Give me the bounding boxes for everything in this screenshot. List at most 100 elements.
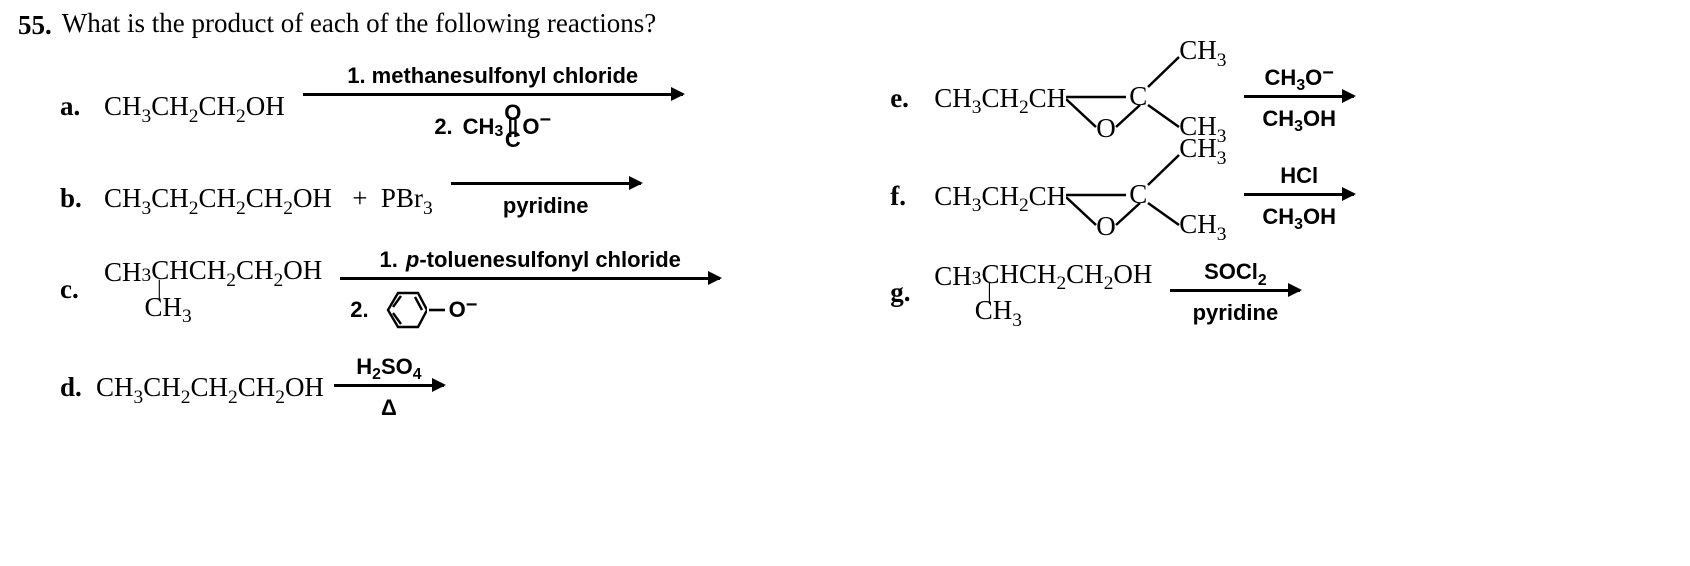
txt: 2.: [434, 114, 452, 140]
b-reactant: CH3CH2CH2CH2OH + PBr3: [104, 183, 433, 214]
question-text: What is the product of each of the follo…: [62, 8, 657, 39]
a-reagent2: 2. CH3 O || C O−: [434, 104, 551, 150]
sub: 2: [228, 387, 238, 408]
sub: 2: [236, 106, 246, 127]
txt: CHCH: [151, 255, 226, 285]
part-c: c. CH3 CHCH2CH2OH | CH3 1. p-toluenesulf…: [60, 247, 720, 332]
txt: CH: [934, 181, 972, 211]
part-e: e. CH3CH2CH: [890, 63, 1354, 133]
txt: OH: [1303, 106, 1336, 131]
arrow-icon: [451, 182, 641, 185]
part-d: d. CH3CH2CH2CH2OH H2SO4 Δ: [60, 354, 720, 421]
sub: 2: [189, 198, 199, 219]
heat-delta-icon: Δ: [381, 395, 397, 421]
minus-icon: −: [1322, 62, 1334, 84]
txt: CH: [144, 292, 182, 322]
sub: 3: [1217, 224, 1227, 245]
txt: CHCH: [981, 259, 1056, 289]
sub: 3: [1217, 50, 1227, 71]
part-label-g: g.: [890, 277, 916, 308]
txt: CH: [981, 181, 1019, 211]
txt: CH: [1179, 133, 1217, 163]
e-reagents: CH3O− CH3OH: [1244, 65, 1354, 132]
txt: CH: [1265, 65, 1297, 90]
txt: PBr: [381, 183, 423, 213]
txt: SOCl: [1204, 259, 1258, 284]
part-label-b: b.: [60, 183, 86, 214]
sub: 3: [972, 97, 982, 118]
f-reactant: CH3CH2CH C O CH3 CH3: [934, 161, 1226, 231]
txt: H: [356, 354, 372, 379]
phenoxide-icon: O−: [377, 288, 478, 332]
part-label-c: c.: [60, 274, 86, 305]
minus-icon: −: [466, 294, 478, 316]
txt: 2.: [350, 297, 368, 323]
txt: CH: [934, 83, 972, 113]
sub: 3: [134, 387, 144, 408]
part-label-e: e.: [890, 83, 916, 114]
part-f: f. CH3CH2CH C O CH3: [890, 161, 1354, 231]
sub: 3: [1296, 77, 1305, 94]
sub: 3: [972, 195, 982, 216]
arrow-icon: [1170, 289, 1300, 292]
txt: CH: [975, 295, 1013, 325]
txt: OH: [293, 183, 332, 213]
sub: 3: [423, 198, 433, 219]
txt: CH: [198, 183, 236, 213]
txt: O: [449, 297, 466, 322]
d-reagents: H2SO4 Δ: [334, 354, 444, 421]
left-column: a. CH3CH2CH2OH 1. methanesulfonyl chlori…: [60, 63, 720, 421]
arrow-icon: [334, 384, 444, 387]
txt: CH: [96, 372, 134, 402]
txt: OH: [1113, 259, 1152, 289]
txt: O: [1305, 65, 1322, 90]
sub: 3: [1012, 310, 1022, 331]
txt: CH: [1029, 181, 1067, 211]
sub: 2: [273, 270, 283, 291]
e-reactant: CH3CH2CH C: [934, 63, 1226, 133]
txt: OH: [246, 91, 285, 121]
txt: CH: [1029, 83, 1067, 113]
sub: 3: [182, 306, 192, 327]
txt: C: [1129, 81, 1147, 112]
sub: 3: [142, 198, 152, 219]
part-label-a: a.: [60, 91, 86, 122]
sub: 2: [1258, 272, 1267, 289]
part-label-f: f.: [890, 181, 916, 212]
sub: 3: [1294, 118, 1303, 135]
txt: CH: [934, 263, 972, 290]
txt: OH: [283, 255, 322, 285]
b-reagents: pyridine: [451, 178, 641, 219]
txt: CH: [1179, 35, 1217, 65]
arrow-icon: [1244, 193, 1354, 196]
part-b: b. CH3CH2CH2CH2OH + PBr3 pyridine: [60, 178, 720, 219]
txt: HCl: [1280, 163, 1318, 189]
c-reactant: CH3 CHCH2CH2OH | CH3: [104, 259, 322, 319]
part-a: a. CH3CH2CH2OH 1. methanesulfonyl chlori…: [60, 63, 720, 150]
sub: 2: [1104, 273, 1114, 294]
sub: 3: [142, 106, 152, 127]
txt: CH: [104, 259, 142, 286]
d-reactant: CH3CH2CH2CH2OH: [96, 372, 324, 403]
sub: 3: [494, 123, 503, 141]
plus-icon: +: [352, 183, 367, 213]
sub: 2: [372, 366, 381, 383]
epoxide-icon: C O CH3 CH3: [1066, 33, 1226, 133]
txt: OH: [1303, 204, 1336, 229]
sub: 3: [1217, 148, 1227, 169]
part-label-d: d.: [60, 372, 86, 403]
txt: CH: [1179, 209, 1217, 239]
txt: CH: [463, 114, 495, 140]
sub: 3: [142, 266, 152, 285]
sub: 2: [1019, 97, 1029, 118]
txt: -toluenesulfonyl chloride: [419, 247, 681, 272]
txt: C: [1129, 179, 1147, 210]
epoxide-icon: C O CH3 CH3: [1066, 131, 1226, 231]
a-reagent1: 1. methanesulfonyl chloride: [347, 63, 638, 89]
txt: CH: [1262, 204, 1294, 229]
sub: 2: [189, 106, 199, 127]
sub: 3: [972, 269, 982, 288]
sub: 3: [1294, 216, 1303, 233]
txt: CH: [1066, 259, 1104, 289]
txt: CH: [246, 183, 284, 213]
